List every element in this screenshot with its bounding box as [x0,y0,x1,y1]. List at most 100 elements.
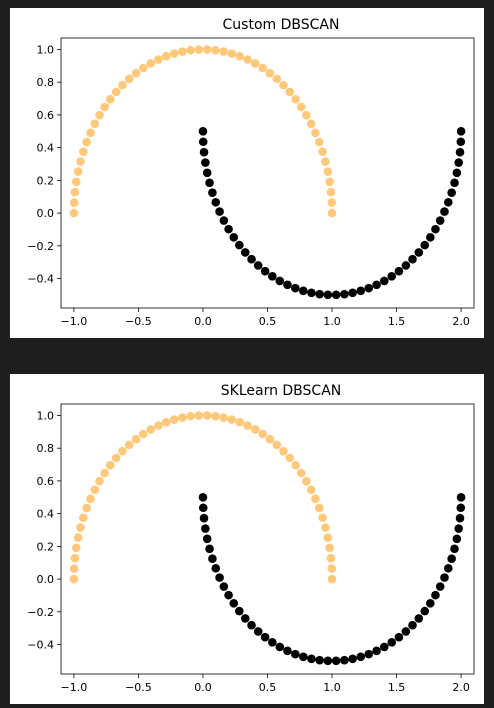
cluster-orange-point [219,47,228,56]
cluster-black-point [450,544,459,554]
x-tick-label: 1.0 [323,681,341,694]
cluster-orange-point [124,74,134,84]
cluster-orange-point [258,63,267,73]
y-tick-label: 0.2 [37,174,55,187]
sklearn-dbscan-figure: SKLearn DBSCAN −1.0 −0.5 0.0 0.5 1.0 1.5 2.0 −… [10,374,484,704]
cluster-black-point [331,656,341,666]
cluster-orange-point [105,460,115,470]
cluster-orange-point [90,485,100,495]
y-tick-label: 0.2 [37,540,55,553]
cluster-black-point [447,188,456,197]
cluster-black-point [211,563,221,573]
cluster-black-point [315,655,324,665]
cluster-black-point [235,240,244,250]
cluster-orange-point [161,51,171,61]
cluster-orange-point [169,49,179,58]
cluster-orange-point [318,147,327,156]
cluster-black-point [426,599,435,608]
cluster-orange-point [169,415,179,424]
cluster-orange-point [327,574,337,584]
y-tick-label: −0.4 [27,273,54,286]
cluster-black-point [394,266,404,276]
y-tick-label: 0.4 [37,508,55,521]
cluster-orange-point [291,460,300,470]
y-tick-label: −0.2 [27,240,54,253]
cluster-black-point [283,646,292,656]
cluster-black-point [420,240,430,250]
cluster-orange-point [296,102,306,112]
cluster-orange-point [95,110,104,120]
cluster-orange-point [69,574,79,584]
cluster-black-point [215,573,224,582]
cluster-black-point [348,654,357,664]
cluster-orange-point [314,503,324,513]
cluster-black-point [408,620,417,630]
cluster-orange-point [178,413,187,422]
cluster-black-point [348,288,357,298]
chart-title: SKLearn DBSCAN [221,383,342,399]
y-tick-label: 0.8 [37,76,55,89]
cluster-orange-point [73,167,83,176]
cluster-black-point [456,137,466,147]
cluster-orange-point [118,446,127,456]
cluster-orange-point [161,417,171,427]
cluster-orange-point [79,147,88,156]
cluster-black-point [240,614,250,623]
cluster-orange-point [279,446,288,456]
cluster-orange-point [285,453,295,463]
cluster-black-point [401,261,411,270]
cluster-orange-point [235,417,244,427]
cluster-orange-point [302,110,311,120]
cluster-orange-point [86,494,95,504]
cluster-orange-point [279,80,288,90]
y-tick-label: 1.0 [37,43,55,56]
cluster-black-point [219,216,229,225]
cluster-black-point [323,290,333,300]
cluster-black-point [435,582,445,591]
cluster-black-point [444,197,453,207]
cluster-orange-point [138,429,148,439]
y-tick-label: 0.6 [37,475,55,488]
cluster-orange-point [321,157,330,166]
cluster-black-point [379,276,389,286]
y-tick-label: 0.6 [37,109,55,122]
cluster-black-point [208,188,217,197]
cluster-orange-point [227,49,236,58]
x-tick-label: 0.5 [259,681,277,694]
cluster-black-point [253,627,263,636]
cluster-orange-point [105,94,115,104]
cluster-black-point [268,272,277,281]
cluster-orange-point [250,425,260,434]
cluster-orange-point [76,523,85,532]
cluster-orange-point [73,533,83,542]
cluster-orange-point [69,564,79,573]
y-tick-label: 1.0 [37,409,55,422]
plot-frame [60,403,475,675]
cluster-orange-point [258,429,267,439]
cluster-black-point [450,178,459,188]
x-tick-label: 2.0 [452,681,470,694]
cluster-black-point [356,652,366,662]
cluster-orange-point [272,74,282,84]
cluster-black-point [440,573,449,582]
cluster-orange-point [202,45,212,54]
cluster-orange-point [325,543,334,553]
cluster-black-point [202,534,212,544]
cluster-orange-point [82,503,91,513]
cluster-orange-point [131,434,141,444]
cluster-black-point [414,614,424,623]
cluster-orange-point [323,533,333,542]
cluster-orange-point [321,523,330,532]
cluster-black-point [275,276,285,286]
cluster-black-point [444,563,453,573]
cluster-orange-point [211,45,220,55]
cluster-black-point [387,638,397,647]
x-tick-label: 1.0 [323,315,341,328]
cluster-orange-point [131,68,141,78]
cluster-black-point [435,216,445,225]
x-tick-label: 1.5 [388,681,406,694]
cluster-black-point [205,544,214,554]
cluster-orange-point [327,564,337,573]
y-tick-label: 0.0 [37,573,55,586]
